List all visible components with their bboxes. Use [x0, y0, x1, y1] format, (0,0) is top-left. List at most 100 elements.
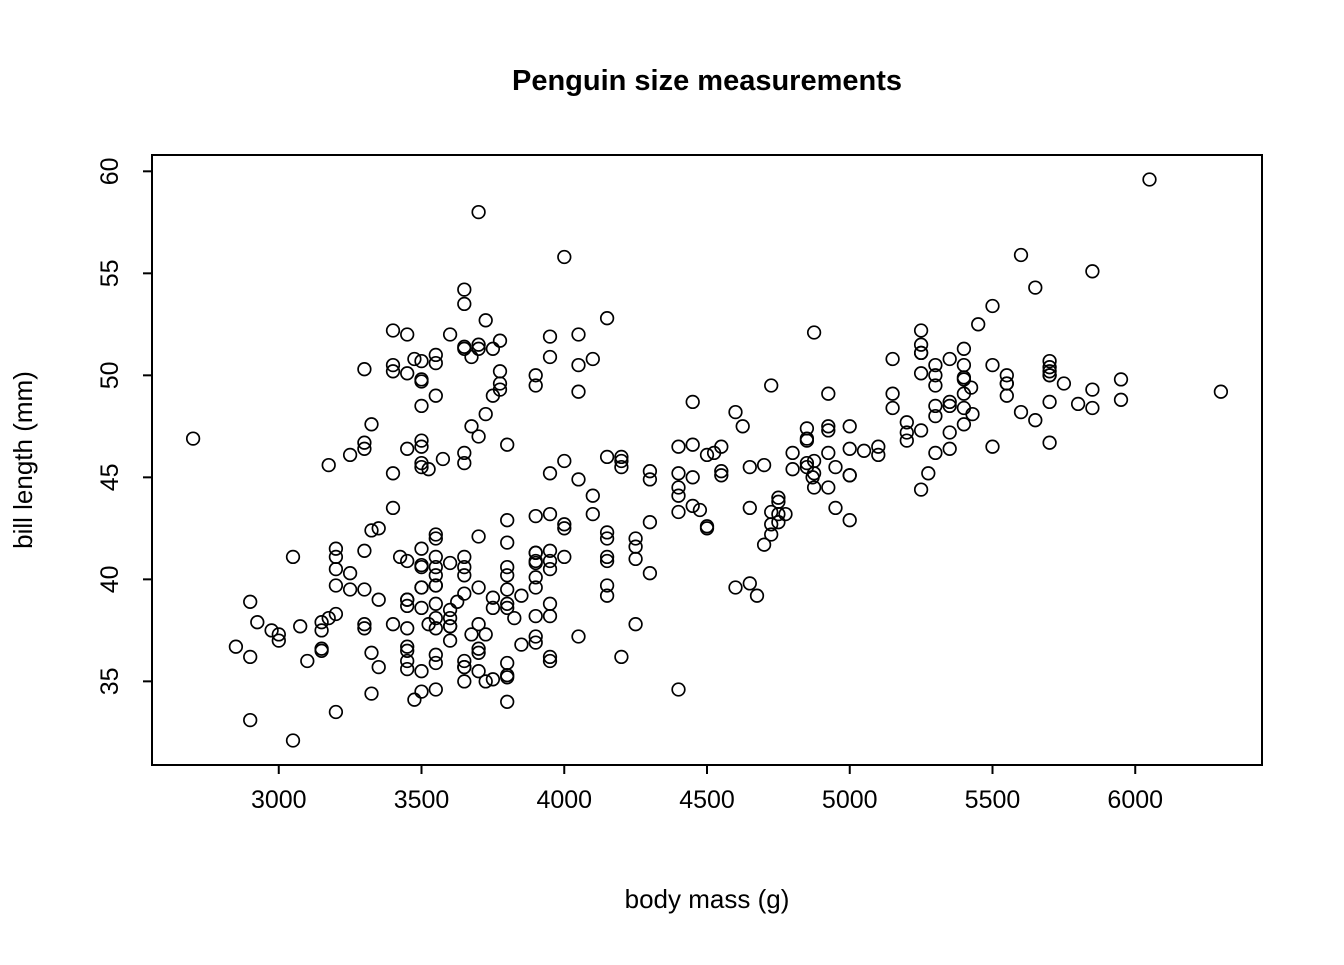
data-point — [1042, 364, 1057, 379]
data-point — [428, 568, 443, 583]
data-point — [756, 537, 772, 552]
data-point — [764, 378, 779, 393]
data-point — [442, 610, 458, 626]
data-point — [585, 488, 600, 503]
data-point — [528, 608, 543, 624]
x-tick-label: 6000 — [1107, 786, 1163, 814]
data-point — [542, 596, 558, 611]
data-point — [842, 419, 857, 434]
data-point — [428, 388, 443, 403]
data-point — [400, 592, 415, 607]
data-point — [956, 417, 972, 432]
data-point — [385, 323, 401, 338]
data-point — [457, 586, 472, 601]
data-point — [528, 508, 543, 524]
data-point — [542, 553, 558, 569]
data-point — [585, 351, 600, 367]
data-point — [428, 682, 443, 697]
data-point — [899, 415, 914, 430]
data-point — [885, 400, 900, 416]
data-point — [364, 645, 379, 660]
data-point — [828, 459, 843, 475]
data-point — [428, 647, 443, 662]
data-point — [414, 372, 429, 387]
y-tick-label: 35 — [96, 667, 124, 695]
data-point — [671, 682, 686, 697]
data-point — [999, 376, 1014, 391]
data-point — [371, 592, 386, 607]
x-axis-ticks: 3000 3500 4000 4500 5000 5500 6000 — [251, 765, 1163, 814]
data-point — [714, 468, 729, 483]
data-point — [614, 459, 629, 475]
data-point — [492, 333, 508, 348]
data-point — [599, 588, 615, 603]
data-point — [442, 602, 458, 618]
data-point — [385, 466, 401, 481]
data-point — [435, 451, 451, 467]
data-point — [913, 323, 929, 338]
data-point — [400, 327, 415, 342]
data-point — [599, 449, 615, 465]
data-point — [357, 362, 372, 377]
data-point — [913, 345, 929, 361]
data-point — [400, 643, 415, 658]
data-point — [428, 355, 443, 371]
data-point — [400, 366, 415, 381]
data-point — [471, 617, 486, 632]
data-point — [471, 341, 486, 356]
data-point — [485, 341, 501, 356]
data-point — [328, 561, 344, 577]
data-point — [428, 347, 443, 363]
data-point — [357, 617, 372, 632]
x-tick-label: 4000 — [536, 786, 592, 814]
data-point — [1213, 384, 1229, 399]
data-point — [1085, 264, 1100, 279]
data-point — [457, 568, 472, 583]
data-points — [185, 172, 1229, 748]
data-point — [956, 400, 972, 416]
data-point — [685, 394, 700, 410]
data-point — [457, 549, 472, 565]
y-axis-label: bill length (mm) — [8, 371, 38, 549]
data-point — [685, 470, 700, 485]
data-point — [642, 566, 658, 581]
data-point — [414, 455, 429, 471]
data-point — [500, 582, 515, 597]
data-point — [500, 596, 515, 611]
data-point — [357, 582, 372, 597]
data-point — [250, 615, 265, 630]
data-point — [542, 649, 558, 665]
data-point — [1042, 435, 1057, 450]
y-tick-label: 60 — [96, 157, 124, 185]
y-tick-label: 55 — [96, 259, 124, 287]
data-point — [357, 621, 372, 636]
data-point — [485, 590, 501, 605]
data-point — [243, 712, 258, 728]
data-point — [821, 480, 836, 495]
data-point — [971, 317, 986, 332]
data-point — [805, 470, 820, 485]
data-point — [371, 659, 386, 675]
data-point — [500, 437, 515, 452]
data-point — [921, 466, 936, 481]
data-point — [1042, 360, 1057, 375]
data-point — [999, 388, 1014, 403]
data-point — [392, 549, 408, 565]
data-point — [457, 455, 472, 471]
data-point — [471, 645, 486, 660]
data-point — [542, 653, 558, 669]
data-point — [500, 670, 515, 685]
data-point — [500, 694, 515, 709]
data-point — [264, 623, 279, 638]
data-point — [407, 351, 422, 367]
data-point — [671, 504, 686, 520]
data-point — [328, 578, 344, 593]
data-point — [685, 498, 700, 514]
data-point — [628, 617, 643, 632]
data-point — [785, 462, 800, 477]
data-point — [243, 649, 258, 665]
data-point — [528, 580, 543, 595]
plot-border — [151, 154, 1263, 766]
data-point — [500, 655, 515, 671]
data-point — [321, 457, 336, 473]
